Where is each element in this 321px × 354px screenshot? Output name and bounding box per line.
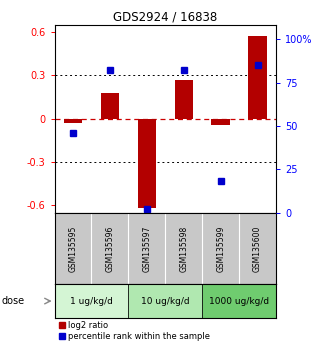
Title: GDS2924 / 16838: GDS2924 / 16838 (113, 11, 217, 24)
Bar (138, 119, 156, 209)
Text: 10 ug/kg/d: 10 ug/kg/d (141, 297, 190, 306)
Text: GSM135600: GSM135600 (253, 225, 262, 272)
Bar (64, 119, 82, 123)
Bar (248, 36, 267, 119)
Text: GSM135599: GSM135599 (216, 225, 225, 272)
Bar (212, 119, 230, 125)
Bar (101, 93, 119, 119)
Bar (128, 284, 202, 318)
Text: dose: dose (2, 296, 25, 306)
Bar (55, 284, 128, 318)
Text: GSM135596: GSM135596 (105, 225, 115, 272)
Legend: log2 ratio, percentile rank within the sample: log2 ratio, percentile rank within the s… (59, 321, 210, 341)
Text: 1 ug/kg/d: 1 ug/kg/d (70, 297, 113, 306)
Text: GSM135597: GSM135597 (142, 225, 152, 272)
Text: 1000 ug/kg/d: 1000 ug/kg/d (209, 297, 269, 306)
Text: GSM135595: GSM135595 (68, 225, 78, 272)
Text: GSM135598: GSM135598 (179, 225, 188, 272)
Bar (202, 284, 276, 318)
Bar (175, 80, 193, 119)
